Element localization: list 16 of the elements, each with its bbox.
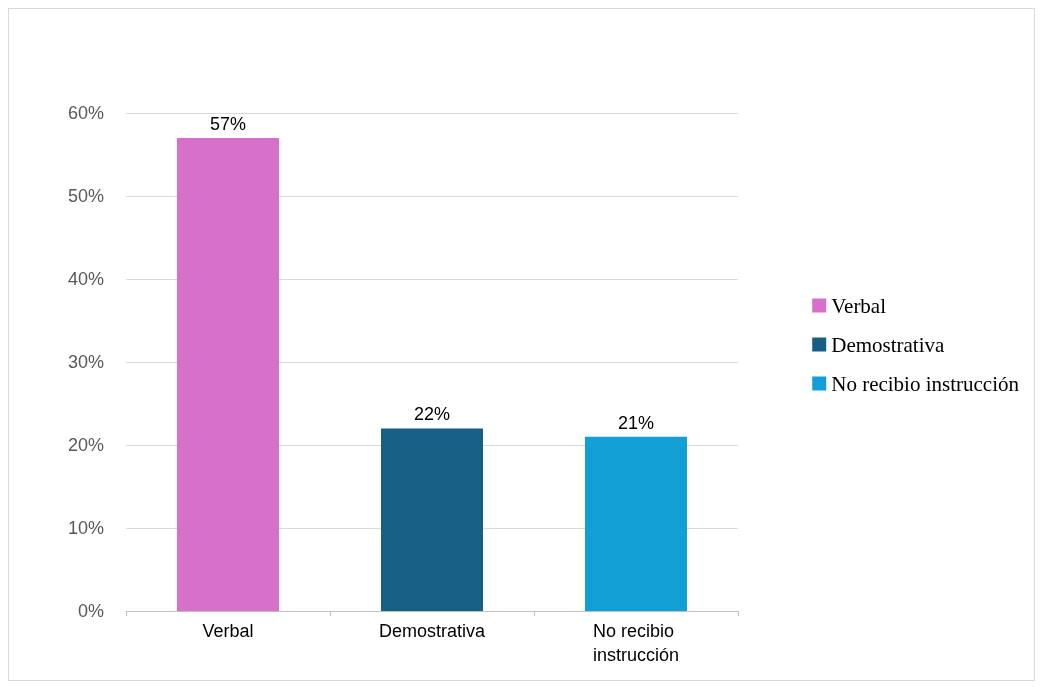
legend-label: Verbal — [831, 293, 887, 318]
y-tick-label: 20% — [67, 435, 104, 455]
data-label: 22% — [413, 404, 451, 425]
x-tick-label: Demostrativa — [378, 621, 486, 641]
y-tick-label: 30% — [67, 352, 104, 372]
y-tick-label: 0% — [77, 601, 104, 621]
x-tick-label: No recibio instrucción — [592, 621, 680, 665]
data-label: 57% — [209, 113, 247, 134]
data-label: 21% — [617, 412, 655, 433]
legend-label: Demostrativa — [831, 332, 946, 357]
x-tick-label: Verbal — [202, 621, 254, 641]
y-tick-label: 50% — [67, 186, 104, 206]
y-tick-label: 10% — [67, 518, 104, 538]
legend-label: No recibio instrucción — [831, 371, 1020, 396]
y-tick-label: 60% — [67, 103, 104, 123]
y-tick-label: 40% — [67, 269, 104, 289]
